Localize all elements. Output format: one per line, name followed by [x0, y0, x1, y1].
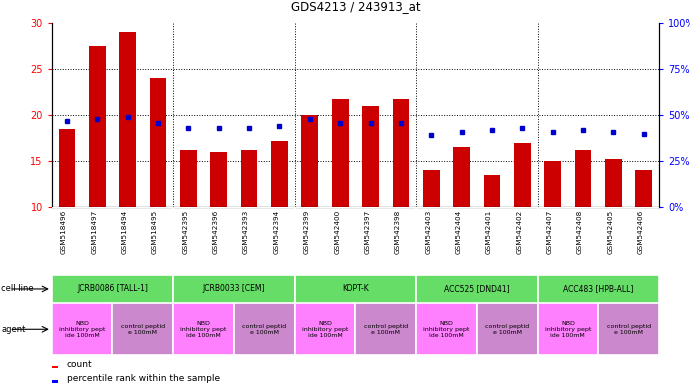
Text: GSM542400: GSM542400 — [334, 209, 340, 253]
Text: KOPT-K: KOPT-K — [342, 285, 368, 293]
Text: GSM542395: GSM542395 — [182, 209, 188, 253]
Text: agent: agent — [1, 325, 26, 334]
Bar — [59, 129, 75, 207]
Bar — [302, 115, 318, 207]
Bar — [295, 275, 416, 303]
Text: GSM542393: GSM542393 — [243, 209, 249, 253]
Text: count: count — [67, 360, 92, 369]
Bar — [180, 150, 197, 207]
Text: control peptid
e 100mM: control peptid e 100mM — [242, 324, 286, 335]
Text: NBD
inhibitory pept
ide 100mM: NBD inhibitory pept ide 100mM — [423, 321, 470, 338]
Bar — [112, 303, 173, 355]
Text: ACC483 [HPB-ALL]: ACC483 [HPB-ALL] — [563, 285, 633, 293]
Text: ACC525 [DND41]: ACC525 [DND41] — [444, 285, 510, 293]
Text: GSM542396: GSM542396 — [213, 209, 219, 253]
Bar — [484, 175, 500, 207]
Text: GSM542404: GSM542404 — [455, 209, 462, 253]
Text: GSM542403: GSM542403 — [425, 209, 431, 253]
Text: GSM542398: GSM542398 — [395, 209, 401, 253]
Text: GSM542402: GSM542402 — [516, 209, 522, 253]
Bar — [173, 303, 234, 355]
Text: GSM542394: GSM542394 — [273, 209, 279, 253]
Bar — [605, 159, 622, 207]
Text: GSM518494: GSM518494 — [121, 209, 128, 253]
Bar — [355, 303, 416, 355]
Bar — [241, 150, 257, 207]
Text: GSM542401: GSM542401 — [486, 209, 492, 253]
Bar — [453, 147, 470, 207]
Bar — [234, 303, 295, 355]
Text: GSM542405: GSM542405 — [607, 209, 613, 253]
Text: JCRB0033 [CEM]: JCRB0033 [CEM] — [203, 285, 265, 293]
Bar — [635, 170, 652, 207]
Bar — [52, 366, 58, 368]
Text: GSM518496: GSM518496 — [61, 209, 67, 253]
Bar — [52, 303, 112, 355]
Text: NBD
inhibitory pept
ide 100mM: NBD inhibitory pept ide 100mM — [302, 321, 348, 338]
Bar — [52, 275, 173, 303]
Text: GSM542406: GSM542406 — [638, 209, 644, 253]
Bar — [575, 150, 591, 207]
Text: cell line: cell line — [1, 285, 34, 293]
Text: GDS4213 / 243913_at: GDS4213 / 243913_at — [290, 0, 420, 13]
Bar — [362, 106, 379, 207]
Text: GSM542407: GSM542407 — [546, 209, 553, 253]
Bar — [544, 161, 561, 207]
Bar — [271, 141, 288, 207]
Bar — [150, 78, 166, 207]
Bar — [393, 99, 409, 207]
Text: NBD
inhibitory pept
ide 100mM: NBD inhibitory pept ide 100mM — [544, 321, 591, 338]
Text: control peptid
e 100mM: control peptid e 100mM — [121, 324, 165, 335]
Text: JCRB0086 [TALL-1]: JCRB0086 [TALL-1] — [77, 285, 148, 293]
Text: percentile rank within the sample: percentile rank within the sample — [67, 374, 220, 383]
Bar — [416, 303, 477, 355]
Bar — [173, 275, 295, 303]
Text: NBD
inhibitory pept
ide 100mM: NBD inhibitory pept ide 100mM — [180, 321, 227, 338]
Bar — [416, 275, 538, 303]
Text: control peptid
e 100mM: control peptid e 100mM — [485, 324, 529, 335]
Bar — [423, 170, 440, 207]
Bar — [210, 152, 227, 207]
Bar — [538, 303, 598, 355]
Bar — [295, 303, 355, 355]
Text: GSM518495: GSM518495 — [152, 209, 158, 253]
Text: control peptid
e 100mM: control peptid e 100mM — [607, 324, 651, 335]
Bar — [89, 46, 106, 207]
Text: GSM542397: GSM542397 — [364, 209, 371, 253]
Text: GSM542399: GSM542399 — [304, 209, 310, 253]
Bar — [332, 99, 348, 207]
Bar — [477, 303, 538, 355]
Bar — [52, 380, 58, 382]
Text: control peptid
e 100mM: control peptid e 100mM — [364, 324, 408, 335]
Bar — [514, 143, 531, 207]
Bar — [538, 275, 659, 303]
Text: GSM542408: GSM542408 — [577, 209, 583, 253]
Text: GSM518497: GSM518497 — [91, 209, 97, 253]
Text: NBD
inhibitory pept
ide 100mM: NBD inhibitory pept ide 100mM — [59, 321, 106, 338]
Bar — [119, 32, 136, 207]
Bar — [598, 303, 659, 355]
